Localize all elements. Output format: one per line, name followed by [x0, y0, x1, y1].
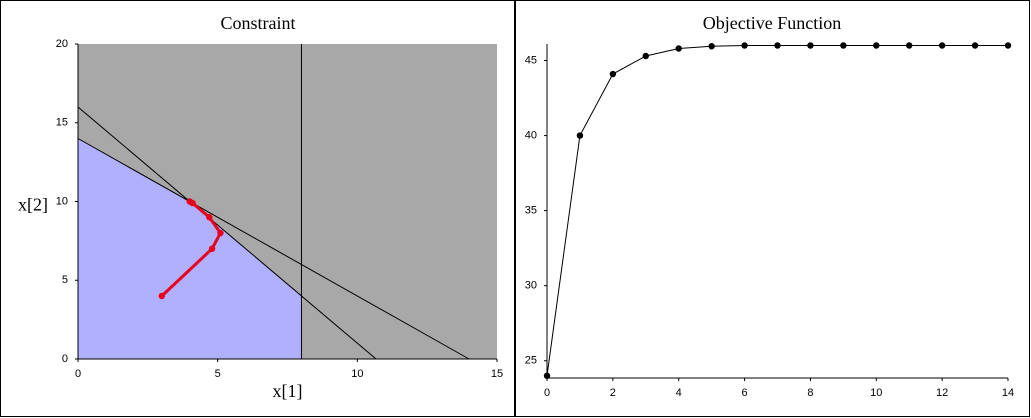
x-tick-label: 12 [936, 387, 948, 399]
point [708, 43, 715, 50]
y-tick-label: 35 [525, 205, 537, 217]
y-tick-label: 0 [62, 353, 68, 365]
point [158, 292, 165, 300]
point [186, 198, 193, 205]
y-tick-label: 30 [525, 280, 537, 292]
x-tick-label: 4 [676, 387, 682, 399]
y-tick-label: 45 [525, 54, 537, 66]
point [576, 132, 584, 139]
point [1004, 42, 1012, 49]
x-tick-label: 0 [75, 368, 81, 380]
point [873, 42, 880, 49]
point [217, 229, 224, 237]
point [642, 52, 649, 60]
point [938, 42, 946, 49]
y-axis-label: x[2] [18, 195, 48, 215]
x-tick-label: 6 [742, 387, 748, 399]
point [206, 214, 213, 221]
point [971, 42, 979, 49]
point [675, 45, 682, 52]
x-tick-label: 2 [610, 387, 616, 399]
point [906, 42, 913, 49]
series-line [77, 106, 377, 360]
region [78, 138, 302, 359]
point [774, 42, 781, 49]
chart-title: Constraint [221, 13, 296, 33]
x-tick-label: 15 [491, 368, 503, 380]
series-line [77, 138, 470, 360]
point [807, 42, 814, 49]
y-tick-label: 10 [56, 195, 68, 207]
x-tick-label: 8 [807, 387, 813, 399]
x-axis-label: x[1] [273, 381, 303, 401]
y-tick-label: 20 [56, 38, 68, 50]
chart-title: Objective Function [703, 13, 841, 33]
x-tick-label: 5 [215, 368, 221, 380]
y-tick-label: 40 [525, 129, 537, 141]
y-tick-label: 15 [56, 117, 68, 129]
x-tick-label: 14 [1002, 387, 1014, 399]
right-panel [515, 0, 1030, 417]
x-tick-label: 10 [870, 387, 882, 399]
point [208, 245, 216, 252]
point [741, 42, 748, 49]
x-tick-label: 0 [544, 387, 550, 399]
y-tick-label: 5 [62, 274, 68, 286]
point [609, 70, 617, 78]
point [840, 42, 847, 49]
x-tick-label: 10 [351, 368, 363, 380]
y-tick-label: 25 [525, 355, 537, 367]
